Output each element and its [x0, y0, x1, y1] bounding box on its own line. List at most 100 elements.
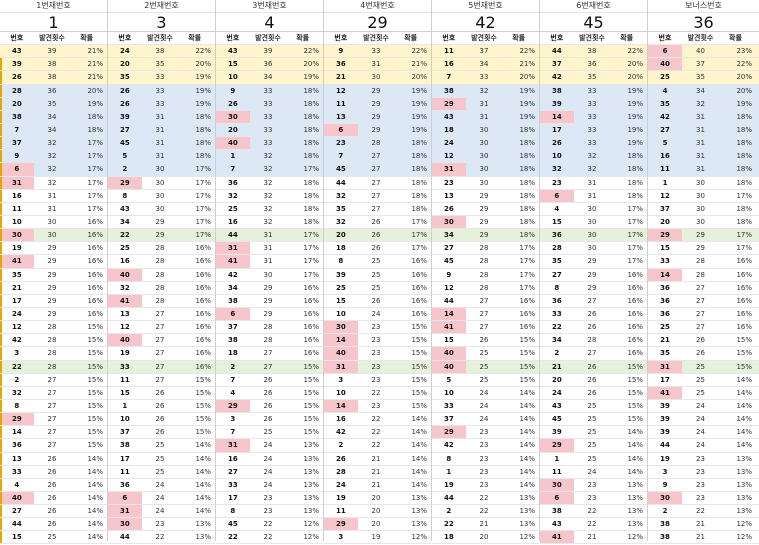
table-row: 16 28 16%	[108, 255, 215, 269]
cell-probability: 16%	[736, 323, 752, 332]
table-row: 36 30 17%	[540, 229, 647, 243]
table-row: 27 29 16%	[540, 269, 647, 282]
table-row: 21 26 15%	[540, 360, 647, 374]
table-row: 13 29 19%	[324, 110, 431, 124]
cell-number: 39	[0, 58, 34, 70]
cell-count: 28	[47, 336, 57, 345]
cell-count: 26	[587, 323, 597, 332]
cell-probability: 17%	[195, 165, 211, 174]
table-row: 27 26 14%	[0, 505, 107, 519]
cell-probability: 17%	[87, 139, 103, 148]
cell-number: 10	[443, 388, 454, 397]
cell-probability: 19%	[411, 99, 427, 108]
cell-probability: 13%	[411, 507, 427, 516]
cell-number: 15	[0, 531, 34, 543]
cell-number: 27	[660, 125, 670, 134]
cell-count: 30	[587, 204, 597, 213]
table-row: 32 27 18%	[324, 190, 431, 203]
cell-count: 28	[155, 244, 165, 253]
cell-number: 5	[446, 375, 452, 384]
cell-probability: 13%	[303, 480, 319, 489]
cell-count: 21	[371, 480, 381, 489]
table-row: 33 24 14%	[432, 400, 539, 414]
group-header: 3번재번호 4	[216, 0, 323, 32]
table-row: 35 27 18%	[324, 203, 431, 216]
cell-count: 27	[371, 165, 381, 174]
cell-number: 11	[119, 467, 130, 476]
cell-count: 21	[696, 533, 705, 542]
table-row: 8 29 16%	[540, 282, 647, 295]
cell-number: 38	[443, 86, 454, 95]
cell-probability: 13%	[627, 520, 643, 529]
cell-count: 20	[479, 533, 489, 542]
cell-probability: 16%	[303, 336, 319, 345]
cell-probability: 14%	[519, 428, 535, 437]
cell-number: 29	[216, 399, 250, 413]
cell-count: 23	[587, 480, 597, 489]
cell-number: 43	[551, 520, 562, 529]
cell-probability: 15%	[87, 401, 103, 410]
cell-count: 30	[479, 178, 489, 187]
cell-count: 23	[696, 467, 705, 476]
cell-probability: 18%	[736, 165, 752, 174]
table-row: 6 31 18%	[540, 189, 647, 203]
cell-count: 27	[479, 323, 489, 332]
table-row: 16 24 13%	[216, 453, 323, 466]
table-row: 14 23 15%	[324, 334, 431, 348]
cell-count: 39	[47, 47, 57, 56]
table-row: 37 36 20%	[540, 58, 647, 72]
cell-number: 44	[0, 518, 34, 530]
cell-probability: 20%	[627, 73, 643, 82]
table-row: 45 28 17%	[432, 255, 539, 269]
cell-count: 24	[263, 454, 273, 463]
cell-number: 42	[0, 334, 34, 346]
cell-probability: 22%	[303, 47, 319, 56]
cell-number: 4	[662, 86, 668, 95]
cell-probability: 17%	[627, 244, 643, 253]
cell-count: 29	[587, 283, 597, 292]
table-row: 12 29 19%	[324, 84, 431, 98]
cell-number: 37	[660, 204, 670, 213]
cell-count: 27	[587, 349, 597, 358]
cell-number: 13	[119, 309, 130, 318]
table-row: 7 27 18%	[324, 150, 431, 164]
cell-probability: 13%	[303, 454, 319, 463]
cell-probability: 19%	[627, 139, 643, 148]
table-row: 40 26 14%	[0, 491, 107, 506]
cell-probability: 15%	[736, 362, 752, 371]
cell-probability: 18%	[736, 217, 752, 226]
cell-count: 30	[479, 125, 489, 134]
cell-probability: 14%	[411, 467, 427, 476]
cell-probability: 16%	[303, 323, 319, 332]
cell-count: 26	[155, 428, 165, 437]
cell-number: 33	[551, 309, 562, 318]
table-row: 7 33 20%	[432, 71, 539, 85]
cell-number: 19	[335, 493, 346, 502]
table-row: 5 31 18%	[108, 150, 215, 164]
cell-number: 14	[432, 307, 466, 321]
cell-probability: 18%	[411, 191, 427, 200]
cell-number: 28	[335, 467, 346, 476]
cell-number: 30	[432, 215, 466, 229]
cell-probability: 13%	[627, 480, 643, 489]
header-probability: 확률	[188, 34, 202, 42]
cell-number: 29	[324, 518, 358, 531]
cell-probability: 22%	[195, 47, 211, 56]
table-row: 43 25 15%	[540, 400, 647, 414]
cell-count: 37	[696, 60, 705, 69]
cell-probability: 15%	[411, 401, 427, 410]
cell-count: 28	[47, 349, 57, 358]
cell-number: 37	[227, 323, 238, 332]
cell-number: 11	[119, 375, 130, 384]
cell-number: 21	[0, 282, 34, 294]
cell-count: 31	[263, 231, 273, 240]
cell-probability: 17%	[519, 270, 535, 279]
cell-number: 10	[0, 216, 34, 228]
cell-number: 36	[0, 439, 34, 451]
cell-count: 27	[47, 428, 57, 437]
cell-count: 30	[587, 244, 597, 253]
cell-probability: 19%	[627, 86, 643, 95]
cell-count: 23	[371, 375, 381, 384]
cell-count: 24	[696, 415, 705, 424]
cell-number: 13	[443, 191, 454, 200]
